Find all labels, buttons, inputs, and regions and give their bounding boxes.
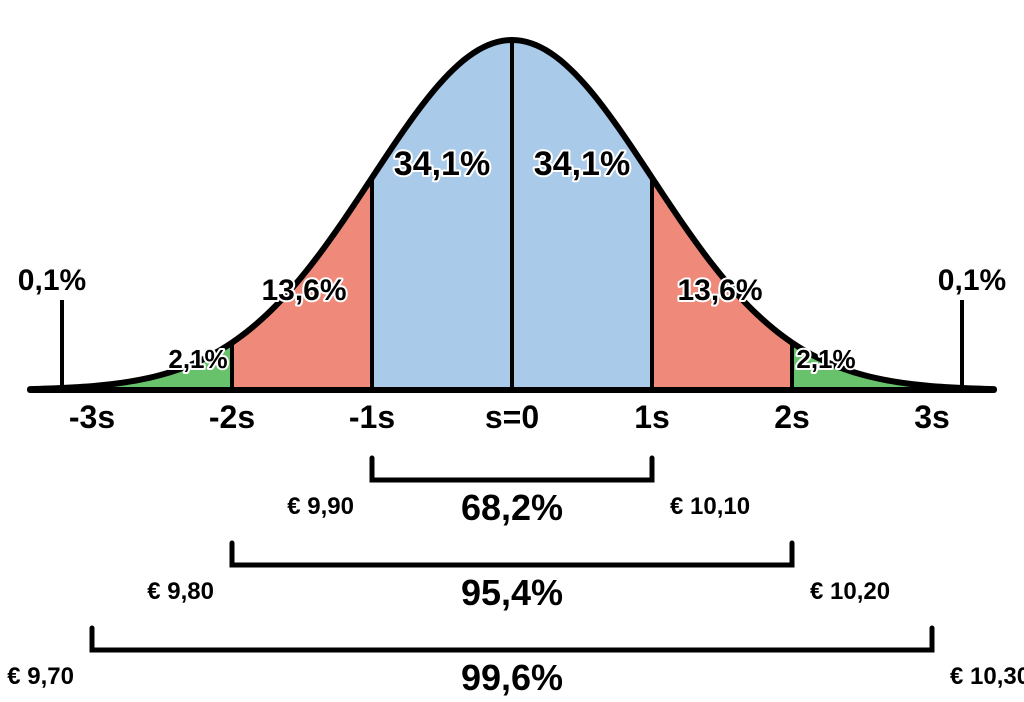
bracket-percent-label: 99,6%: [461, 657, 563, 698]
region-percent-label: 2,1%: [168, 344, 227, 374]
axis-tick-label: -1s: [349, 399, 395, 435]
region-percent-label: 13,6%: [677, 274, 762, 307]
bracket-right-euro: € 10,30: [950, 663, 1024, 690]
bracket-right-euro: € 10,10: [670, 493, 750, 520]
range-bracket: [92, 628, 932, 650]
bracket-left-euro: € 9,80: [147, 578, 214, 605]
axis-tick-label: s=0: [485, 399, 539, 435]
range-bracket: [232, 543, 792, 565]
region-fill: [372, 40, 512, 390]
axis-tick-label: -3s: [69, 399, 115, 435]
region-percent-label: 2,1%: [796, 344, 855, 374]
tail-percent-label: 0,1%: [938, 264, 1006, 297]
bracket-left-euro: € 9,90: [287, 493, 354, 520]
axis-tick-label: 3s: [914, 399, 950, 435]
axis-tick-label: 1s: [634, 399, 670, 435]
bracket-right-euro: € 10,20: [810, 578, 890, 605]
region-percent-label: 34,1%: [534, 145, 630, 183]
bracket-left-euro: € 9,70: [7, 663, 74, 690]
axis-tick-label: -2s: [209, 399, 255, 435]
region-fill: [512, 40, 652, 390]
region-percent-label: 13,6%: [261, 274, 346, 307]
bracket-percent-label: 68,2%: [461, 487, 563, 528]
tail-percent-label: 0,1%: [18, 264, 86, 297]
bracket-percent-label: 95,4%: [461, 572, 563, 613]
range-bracket: [372, 458, 652, 480]
normal-distribution-chart: 34,1% 34,1% 13,6% 13,6% 2,1% 2,1% 0,1% 0,1% -3s -…: [0, 0, 1024, 702]
region-percent-label: 34,1%: [394, 145, 490, 183]
axis-tick-label: 2s: [774, 399, 810, 435]
